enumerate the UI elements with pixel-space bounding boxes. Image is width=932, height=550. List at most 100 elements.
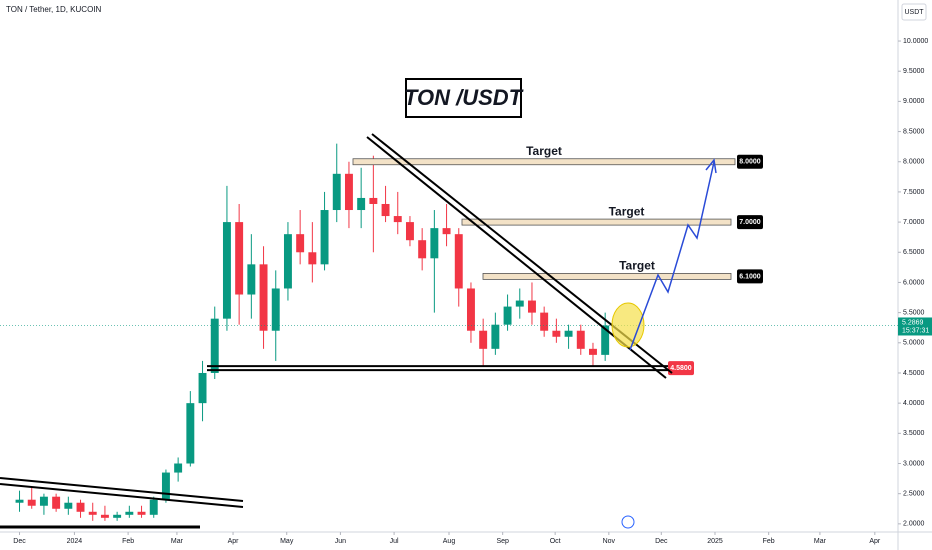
candle-body — [528, 300, 536, 313]
x-tick-label: 2025 — [707, 538, 723, 545]
x-tick-label: Nov — [603, 538, 616, 545]
x-tick-label: Apr — [869, 538, 881, 545]
y-tick-label: 8.0000 — [903, 159, 925, 166]
candle-body — [210, 318, 219, 373]
candle-body — [540, 312, 549, 331]
candle-body — [247, 264, 256, 295]
y-tick-label: 3.0000 — [903, 460, 925, 467]
candle-body — [564, 330, 573, 337]
candle-body — [235, 222, 244, 295]
target-price-label: 7.0000 — [739, 219, 761, 226]
event-icon[interactable] — [621, 515, 635, 529]
y-tick-label: 5.0000 — [903, 340, 925, 347]
x-tick-label: Dec — [13, 538, 26, 545]
candle-body — [491, 324, 500, 349]
candle-body — [381, 203, 390, 217]
y-tick-label: 7.0000 — [903, 219, 925, 226]
projection-arrow — [705, 158, 717, 174]
y-tick-label: 8.5000 — [903, 128, 925, 135]
candle-body — [503, 306, 512, 325]
target-zone — [461, 218, 732, 226]
candle-body — [283, 234, 292, 289]
y-tick-label: 9.0000 — [903, 98, 925, 105]
candle-body — [405, 222, 414, 241]
candle-body — [113, 514, 122, 518]
candle-body — [576, 330, 585, 349]
candle-body — [332, 173, 341, 211]
y-tick-label: 6.5000 — [903, 249, 925, 256]
x-tick-label: Oct — [550, 538, 561, 545]
currency[interactable]: USDT — [904, 9, 924, 16]
target-zone — [352, 158, 736, 166]
x-tick-label: Feb — [122, 538, 134, 545]
x-tick-label: Jun — [335, 538, 346, 545]
plot: 2.0000 2.5000 3.0000 3.5000 4.0000 4.5000 5.00… — [0, 38, 932, 545]
candle-body — [479, 330, 488, 349]
candle-body — [198, 372, 207, 404]
target-name: Target — [526, 144, 562, 158]
y-tick-label: 10.0000 — [903, 38, 928, 45]
candle-body — [418, 240, 427, 259]
y-tick-label: 7.5000 — [903, 189, 925, 196]
y-tick-label: 6.0000 — [903, 279, 925, 286]
y-tick-label: 4.0000 — [903, 400, 925, 407]
support-price-box — [668, 361, 694, 376]
annotation-box — [405, 78, 522, 118]
x-tick-label: Jul — [390, 538, 399, 545]
candle-body — [174, 463, 183, 473]
currency-box[interactable] — [901, 3, 927, 21]
candle-body — [271, 288, 280, 331]
x-tick-label: Dec — [655, 538, 668, 545]
candle-body — [100, 514, 109, 518]
candle-body — [52, 496, 61, 509]
candle-body — [320, 210, 329, 265]
y-tick-label: 9.5000 — [903, 68, 925, 75]
candle-body — [186, 403, 195, 464]
x-tick-label: Apr — [228, 538, 240, 545]
candle-body — [88, 511, 97, 515]
candle-body — [442, 228, 451, 235]
candle-body — [76, 502, 85, 512]
x-tick-label: Mar — [814, 538, 827, 545]
target-name: Target — [619, 259, 655, 273]
annotation: TON /USDT — [404, 85, 524, 110]
trendline — [0, 477, 244, 502]
candle-body — [222, 222, 231, 319]
y-tick-label: 4.5000 — [903, 370, 925, 377]
x-tick-label: May — [280, 538, 294, 545]
target-price-label: 8.0000 — [739, 159, 761, 166]
last-price-box — [898, 317, 932, 336]
candle-body — [296, 234, 305, 253]
candle-body — [259, 264, 268, 331]
candle-body — [64, 502, 73, 509]
projection — [629, 161, 715, 351]
candle-body — [308, 252, 317, 265]
candle-body — [137, 511, 146, 515]
candle-body — [39, 496, 48, 506]
candle-body — [515, 300, 524, 307]
last-price-label: 5.2869 — [902, 319, 924, 326]
y-tick-label: 5.5000 — [903, 309, 925, 316]
candle-body — [369, 197, 378, 204]
x-tick-label: Sep — [496, 538, 509, 545]
target-name: Target — [609, 204, 645, 218]
candle-body — [27, 499, 36, 506]
candle-body — [15, 499, 24, 503]
candle-body — [589, 348, 597, 355]
x-tick-label: Aug — [443, 538, 456, 545]
y-tick-label: 2.0000 — [903, 521, 925, 528]
x-tick-label: Feb — [763, 538, 775, 545]
countdown: 15:37:31 — [902, 327, 929, 334]
candle-body — [552, 330, 561, 337]
candle-body — [454, 234, 463, 289]
target-price-box — [737, 269, 763, 284]
support-price-label: 4.5800 — [670, 365, 692, 372]
candle-body — [393, 216, 402, 223]
target-price-label: 6.1000 — [739, 273, 761, 280]
target-price-box — [737, 215, 763, 230]
chart-title: TON / Tether, 1D, KUCOIN — [6, 5, 102, 14]
candle-body — [357, 197, 366, 211]
y-tick-label: 2.5000 — [903, 491, 925, 498]
